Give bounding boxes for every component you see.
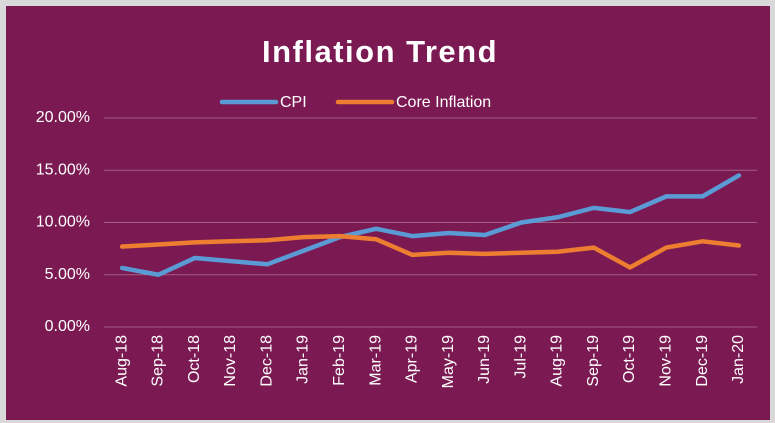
x-tick-label: Aug-18 (113, 335, 130, 387)
x-tick-label: Mar-19 (367, 335, 384, 386)
chart-background (6, 6, 770, 420)
legend-label: Core Inflation (396, 94, 491, 111)
x-tick-label: Aug-19 (549, 335, 566, 387)
chart-title: Inflation Trend (262, 34, 498, 69)
x-tick-label: Jul-19 (512, 335, 529, 379)
x-tick-label: Jan-19 (295, 335, 312, 384)
x-tick-label: Nov-19 (658, 335, 675, 387)
x-tick-label: Dec-19 (694, 335, 711, 387)
y-tick-label: 5.00% (45, 266, 90, 283)
x-tick-label: Jun-19 (476, 335, 493, 384)
x-tick-label: Feb-19 (331, 335, 348, 386)
x-tick-label: Oct-18 (186, 335, 203, 383)
x-tick-label: Dec-18 (258, 335, 275, 387)
x-tick-label: Oct-19 (621, 335, 638, 383)
x-tick-label: Jan-20 (730, 335, 747, 384)
legend-label: CPI (280, 94, 307, 111)
x-tick-label: May-19 (440, 335, 457, 388)
series-line (119, 233, 742, 270)
y-tick-label: 20.00% (36, 109, 90, 126)
x-tick-label: Apr-19 (404, 335, 421, 383)
series-line (119, 173, 742, 277)
x-tick-label: Sep-18 (150, 335, 167, 387)
y-tick-label: 10.00% (36, 214, 90, 231)
y-tick-label: 0.00% (45, 318, 90, 335)
x-tick-label: Sep-19 (585, 335, 602, 387)
x-tick-label: Nov-18 (222, 335, 239, 387)
y-tick-label: 15.00% (36, 161, 90, 178)
